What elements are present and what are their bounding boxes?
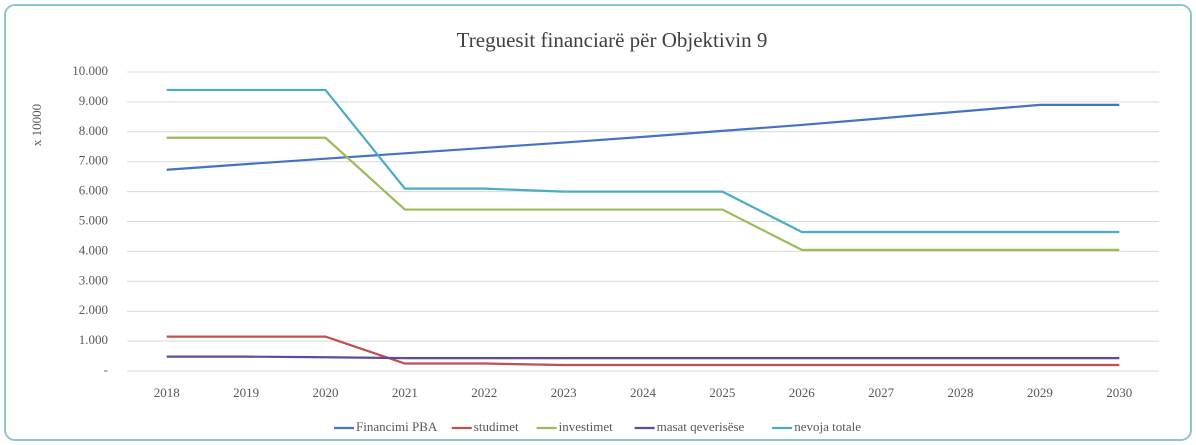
chart-title: Treguesit financiarë për Objektivin 9 — [457, 28, 768, 52]
x-tick-label: 2022 — [471, 385, 497, 400]
y-tick-label: 9.000 — [79, 93, 108, 108]
y-tick-label: - — [104, 362, 108, 377]
legend-label: studimet — [474, 419, 519, 434]
legend-label: nevoja totale — [794, 419, 861, 434]
x-tick-label: 2027 — [868, 385, 895, 400]
series-line — [166, 136, 1120, 252]
y-tick-label: 8.000 — [79, 123, 108, 138]
chart-frame — [4, 4, 1192, 441]
x-tick-label: 2020 — [312, 385, 338, 400]
legend-label: masat qeverisëse — [657, 419, 745, 434]
y-tick-label: 7.000 — [79, 153, 108, 168]
y-tick-label: 1.000 — [79, 332, 108, 347]
series-line — [166, 103, 1120, 171]
legend-label: Financimi PBA — [356, 419, 438, 434]
y-axis-label: x 10000 — [29, 104, 44, 146]
series-line — [166, 335, 1120, 367]
x-tick-label: 2023 — [551, 385, 577, 400]
series-line — [166, 355, 1120, 360]
y-tick-label: 5.000 — [79, 212, 108, 227]
x-tick-label: 2026 — [789, 385, 816, 400]
y-tick-label: 2.000 — [79, 302, 108, 317]
y-tick-label: 6.000 — [79, 183, 108, 198]
y-tick-label: 4.000 — [79, 242, 108, 257]
series-line — [166, 88, 1120, 234]
x-tick-label: 2029 — [1027, 385, 1053, 400]
y-tick-label: 10.000 — [72, 63, 108, 78]
x-tick-label: 2019 — [233, 385, 259, 400]
x-tick-label: 2024 — [630, 385, 657, 400]
x-tick-label: 2028 — [948, 385, 974, 400]
y-tick-label: 3.000 — [79, 272, 108, 287]
x-tick-label: 2025 — [709, 385, 735, 400]
x-tick-label: 2030 — [1106, 385, 1132, 400]
x-tick-label: 2021 — [392, 385, 418, 400]
legend-label: investimet — [559, 419, 614, 434]
x-tick-label: 2018 — [154, 385, 180, 400]
